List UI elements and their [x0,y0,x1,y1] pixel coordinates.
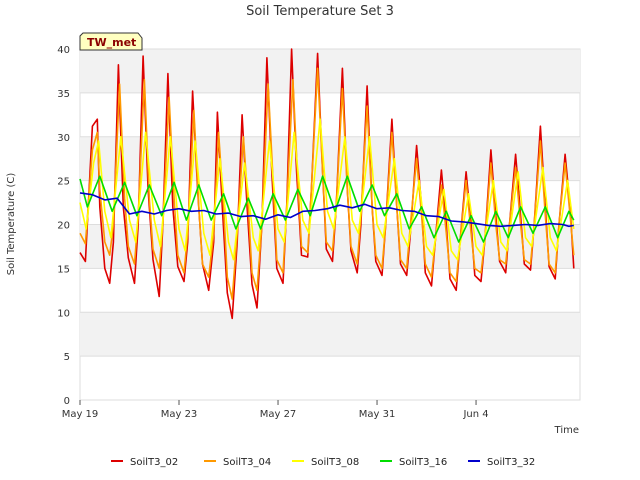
series-line-soilt3_16 [79,175,575,243]
legend-label: SoilT3_04 [223,457,271,468]
legend-item-soilt3_02: SoilT3_02 [111,457,178,468]
y-tick-label: 15 [57,264,70,275]
x-tick-label: May 19 [62,409,99,420]
series-lines [79,48,575,320]
x-tick-label: May 27 [260,409,297,420]
grid-lines [80,48,580,401]
legend-label: SoilT3_32 [487,457,535,468]
series-line-soilt3_32 [79,192,574,228]
y-tick-label: 5 [64,352,70,363]
grid-band [80,312,580,357]
chart-title: Soil Temperature Set 3 [246,4,394,19]
legend-label: SoilT3_16 [399,457,447,468]
y-tick-label: 40 [57,45,70,56]
y-tick-label: 30 [57,133,70,144]
legend-label: SoilT3_08 [311,457,359,468]
y-axis-ticks: 0 5 10 15 20 25 30 35 40 [57,45,70,407]
legend-item-soilt3_08: SoilT3_08 [292,457,359,468]
y-tick-label: 10 [57,308,70,319]
x-tick-label: May 23 [161,409,198,420]
y-axis-title: Soil Temperature (C) [6,173,17,276]
y-tick-label: 25 [57,177,70,188]
legend-item-soilt3_32: SoilT3_32 [468,457,535,468]
legend-item-soilt3_04: SoilT3_04 [204,457,271,468]
legend-label: SoilT3_02 [130,457,178,468]
legend-item-soilt3_16: SoilT3_16 [380,457,447,468]
x-axis-title: Time [554,425,579,436]
grid-band [80,136,580,181]
x-axis-ticks: May 19 May 23 May 27 May 31 Jun 4 [62,400,489,420]
y-tick-label: 35 [57,89,70,100]
site-label: TW_met [87,36,136,49]
site-label-badge: TW_met [79,32,143,51]
y-tick-label: 20 [57,221,70,232]
y-tick-label: 0 [64,396,70,407]
grid-band [80,49,580,93]
site-label-box [79,32,143,51]
legend: SoilT3_02 SoilT3_04 SoilT3_08 SoilT3_16 Soil… [111,457,535,468]
series-line-soilt3_08 [79,118,575,261]
x-tick-label: May 31 [359,409,396,420]
x-tick-label: Jun 4 [462,409,488,420]
